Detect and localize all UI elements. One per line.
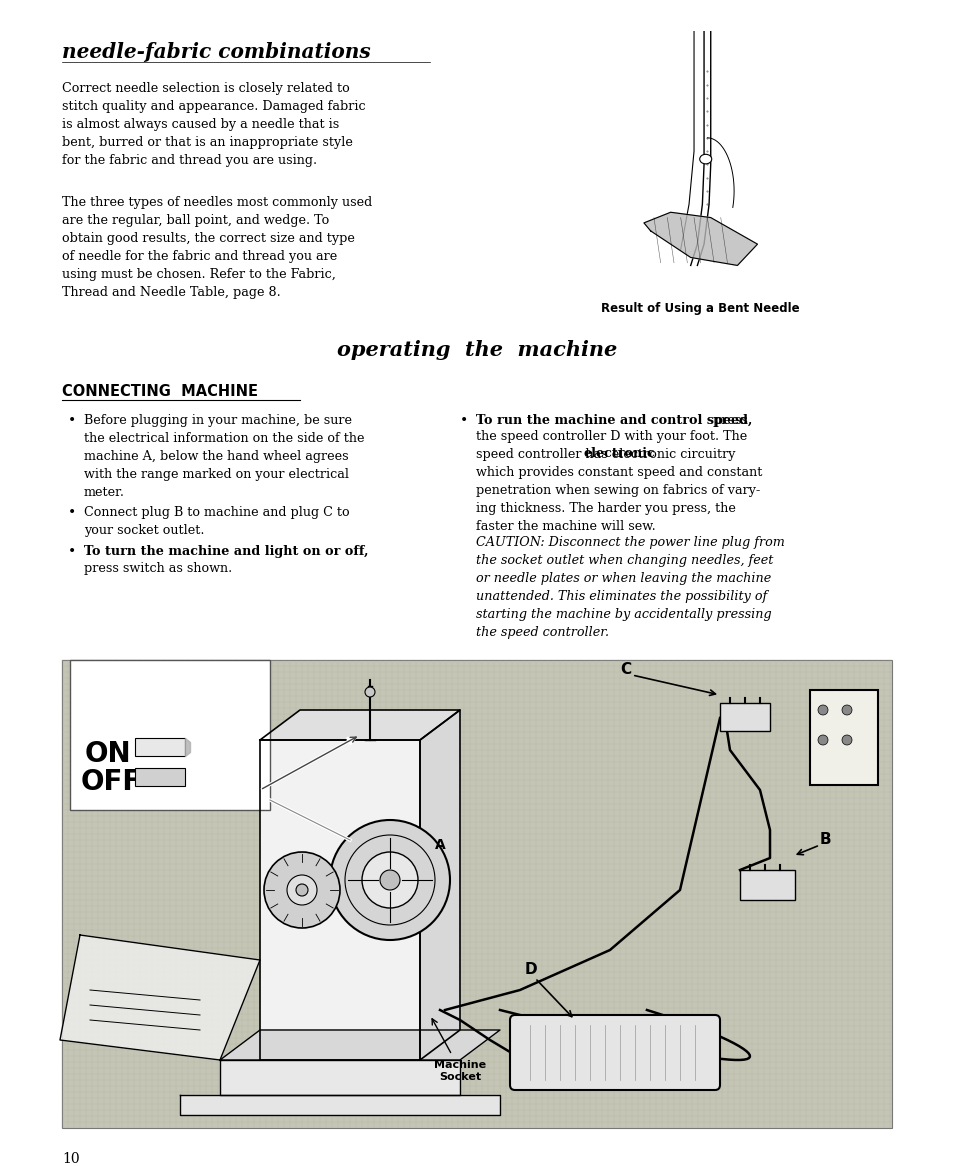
Circle shape	[817, 735, 827, 745]
Circle shape	[264, 852, 339, 928]
Circle shape	[817, 705, 827, 715]
Bar	[62, 660, 891, 1128]
Polygon shape	[135, 768, 185, 786]
Bar	[70, 660, 270, 810]
Text: 10: 10	[62, 1152, 79, 1166]
Circle shape	[361, 852, 417, 908]
Text: Machine
Socket: Machine Socket	[434, 1060, 485, 1082]
Text: press switch as shown.: press switch as shown.	[84, 562, 232, 575]
Text: Before plugging in your machine, be sure
the electrical information on the side : Before plugging in your machine, be sure…	[84, 414, 364, 499]
Text: Correct needle selection is closely related to
stitch quality and appearance. Da: Correct needle selection is closely rela…	[62, 82, 365, 167]
Circle shape	[295, 884, 308, 895]
Polygon shape	[180, 1095, 499, 1115]
Polygon shape	[260, 710, 459, 740]
Text: The three types of needles most commonly used
are the regular, ball point, and w: The three types of needles most commonly…	[62, 196, 372, 298]
Circle shape	[841, 735, 851, 745]
Text: needle-fabric combinations: needle-fabric combinations	[62, 42, 371, 62]
Text: •: •	[459, 414, 468, 428]
Text: •: •	[68, 506, 76, 520]
Circle shape	[330, 820, 450, 940]
Bar	[720, 703, 769, 731]
Text: press: press	[708, 414, 747, 427]
Polygon shape	[643, 212, 757, 266]
Circle shape	[365, 687, 375, 697]
Polygon shape	[135, 738, 185, 756]
Polygon shape	[220, 1030, 499, 1060]
Text: D: D	[524, 962, 537, 977]
Text: To run the machine and control speed,: To run the machine and control speed,	[476, 414, 752, 427]
Text: A: A	[435, 838, 445, 852]
Polygon shape	[419, 710, 459, 1060]
Text: C: C	[619, 662, 631, 677]
Text: electronic: electronic	[583, 447, 655, 461]
Circle shape	[287, 874, 316, 905]
FancyBboxPatch shape	[510, 1014, 720, 1090]
Polygon shape	[60, 935, 260, 1060]
Text: •: •	[68, 545, 76, 559]
Polygon shape	[260, 740, 419, 1060]
Text: CONNECTING  MACHINE: CONNECTING MACHINE	[62, 384, 257, 399]
Circle shape	[379, 870, 399, 890]
Text: Connect plug B to machine and plug C to
your socket outlet.: Connect plug B to machine and plug C to …	[84, 506, 349, 538]
Text: B: B	[820, 833, 831, 848]
Polygon shape	[220, 1060, 459, 1095]
Text: operating  the  machine: operating the machine	[336, 340, 617, 360]
Text: To turn the machine and light on or off,: To turn the machine and light on or off,	[84, 545, 368, 559]
Circle shape	[841, 705, 851, 715]
Text: CAUTION: Disconnect the power line plug from
the socket outlet when changing nee: CAUTION: Disconnect the power line plug …	[476, 536, 784, 639]
Bar	[740, 870, 794, 900]
Text: •: •	[68, 414, 76, 428]
Text: ON: ON	[85, 740, 132, 768]
Text: the speed controller D with your foot. The
speed controller has electronic circu: the speed controller D with your foot. T…	[476, 430, 761, 533]
Text: OFF: OFF	[81, 768, 142, 796]
Bar	[809, 690, 877, 785]
Text: Result of Using a Bent Needle: Result of Using a Bent Needle	[600, 302, 799, 315]
Circle shape	[699, 154, 711, 164]
